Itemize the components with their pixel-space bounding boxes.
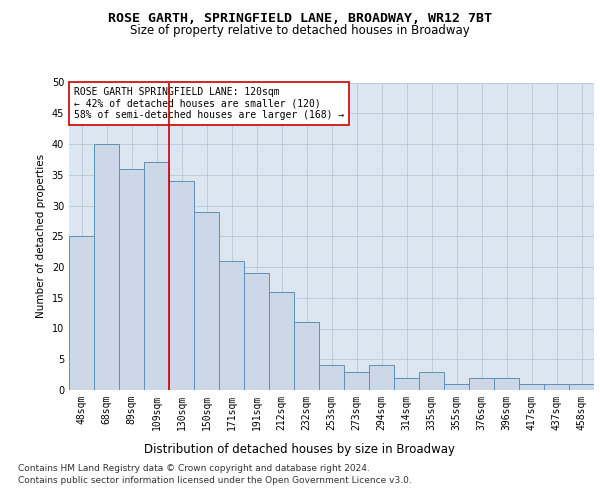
Bar	[444, 384, 469, 390]
Bar	[194, 212, 219, 390]
Bar	[344, 372, 369, 390]
Text: Size of property relative to detached houses in Broadway: Size of property relative to detached ho…	[130, 24, 470, 37]
Bar	[544, 384, 569, 390]
Text: Contains public sector information licensed under the Open Government Licence v3: Contains public sector information licen…	[18, 476, 412, 485]
Bar	[494, 378, 519, 390]
Bar	[519, 384, 544, 390]
Text: Distribution of detached houses by size in Broadway: Distribution of detached houses by size …	[145, 442, 455, 456]
Bar	[244, 273, 269, 390]
Text: ROSE GARTH, SPRINGFIELD LANE, BROADWAY, WR12 7BT: ROSE GARTH, SPRINGFIELD LANE, BROADWAY, …	[108, 12, 492, 26]
Bar	[94, 144, 119, 390]
Bar	[169, 181, 194, 390]
Bar	[69, 236, 94, 390]
Text: Contains HM Land Registry data © Crown copyright and database right 2024.: Contains HM Land Registry data © Crown c…	[18, 464, 370, 473]
Bar	[394, 378, 419, 390]
Bar	[419, 372, 444, 390]
Bar	[144, 162, 169, 390]
Bar	[369, 366, 394, 390]
Bar	[119, 168, 144, 390]
Text: ROSE GARTH SPRINGFIELD LANE: 120sqm
← 42% of detached houses are smaller (120)
5: ROSE GARTH SPRINGFIELD LANE: 120sqm ← 42…	[74, 87, 344, 120]
Bar	[319, 366, 344, 390]
Bar	[569, 384, 594, 390]
Bar	[469, 378, 494, 390]
Bar	[269, 292, 294, 390]
Bar	[219, 261, 244, 390]
Bar	[294, 322, 319, 390]
Y-axis label: Number of detached properties: Number of detached properties	[36, 154, 46, 318]
